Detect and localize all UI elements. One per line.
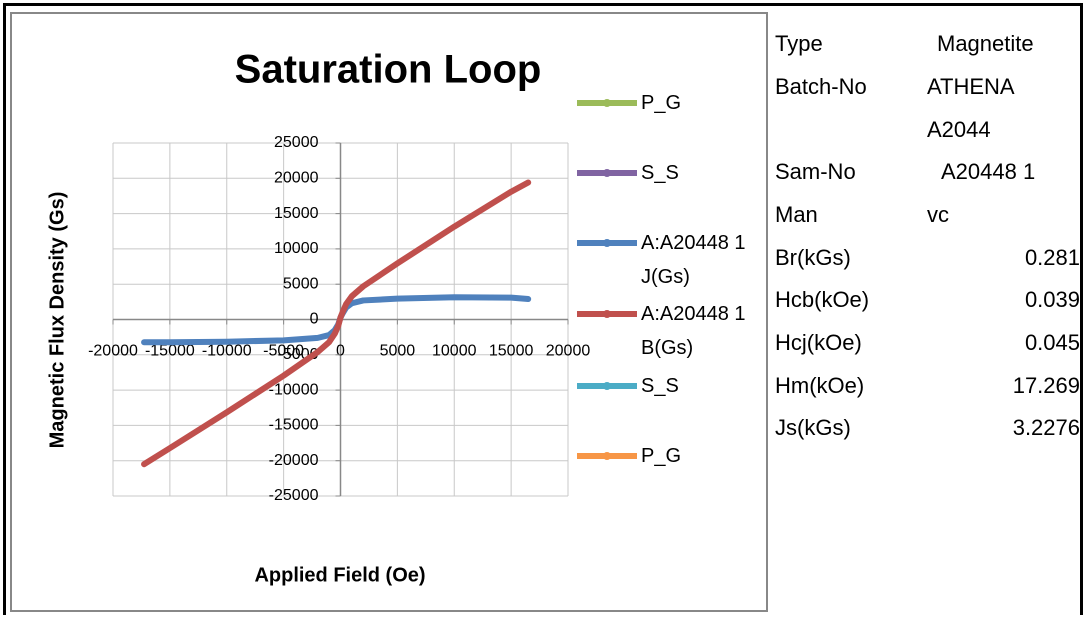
row-value: 0.045 xyxy=(1024,330,1080,355)
legend-marker xyxy=(603,99,611,107)
y-tick-label: 0 xyxy=(310,311,319,328)
legend-marker xyxy=(603,310,611,318)
x-axis-label: Applied Field (Oe) xyxy=(254,564,425,586)
row-value: Magnetite xyxy=(937,31,1034,56)
row-value: A20448 1 xyxy=(941,159,1036,184)
legend-label: A:A20448 1 J(Gs) xyxy=(641,232,746,288)
row-label: Batch-No xyxy=(775,74,867,99)
legend-label: A:A20448 1 B(Gs) xyxy=(641,303,746,359)
legend-marker xyxy=(603,382,611,390)
row-label: Js(kGs) xyxy=(775,415,851,440)
legend-label: P_G xyxy=(641,445,682,467)
y-tick-label: 15000 xyxy=(274,205,319,222)
x-tick-label: 20000 xyxy=(546,343,591,360)
y-tick-label: 25000 xyxy=(274,134,319,151)
row-value: 0.039 xyxy=(1024,287,1080,312)
row-label: Hcj(kOe) xyxy=(775,330,862,355)
x-tick-label: -5000 xyxy=(263,343,304,360)
y-tick-label: -15000 xyxy=(269,417,319,434)
x-tick-label: -20000 xyxy=(88,343,138,360)
row-label: Sam-No xyxy=(775,159,856,184)
row-value: 0.281 xyxy=(1024,245,1080,270)
x-tick-label: -15000 xyxy=(145,343,195,360)
y-tick-label: 5000 xyxy=(283,275,319,292)
legend-label: S_S xyxy=(641,375,679,397)
legend-marker xyxy=(603,452,611,460)
row-value: 3.2276 xyxy=(1012,415,1080,440)
x-tick-label: 10000 xyxy=(432,343,477,360)
chart-area xyxy=(10,12,768,612)
row-label: Type xyxy=(775,31,823,56)
y-axis-label: Magnetic Flux Density (Gs) xyxy=(46,192,68,449)
legend-marker xyxy=(603,169,611,177)
x-tick-label: 0 xyxy=(336,343,345,360)
x-tick-label: -10000 xyxy=(202,343,252,360)
y-tick-label: 10000 xyxy=(274,240,319,257)
row-value: ATHENA A2044 xyxy=(927,74,1014,142)
legend-label: S_S xyxy=(641,162,679,184)
row-label: Hcb(kOe) xyxy=(775,287,870,312)
row-label: Hm(kOe) xyxy=(775,373,865,398)
y-tick-label: 20000 xyxy=(274,170,319,187)
x-tick-label: 15000 xyxy=(489,343,534,360)
chart-title: Saturation Loop xyxy=(235,48,542,92)
legend-marker xyxy=(603,239,611,247)
x-tick-label: 5000 xyxy=(380,343,416,360)
row-value: vc xyxy=(927,202,949,227)
frame xyxy=(3,3,1083,615)
row-value: 17.269 xyxy=(1012,373,1080,398)
row-label: Br(kGs) xyxy=(775,245,851,270)
legend-label: P_G xyxy=(641,92,682,114)
row-label: Man xyxy=(775,202,818,227)
y-tick-label: -25000 xyxy=(269,487,319,504)
y-tick-label: -20000 xyxy=(269,452,319,469)
data-line xyxy=(141,179,532,468)
y-tick-label: -10000 xyxy=(269,381,319,398)
